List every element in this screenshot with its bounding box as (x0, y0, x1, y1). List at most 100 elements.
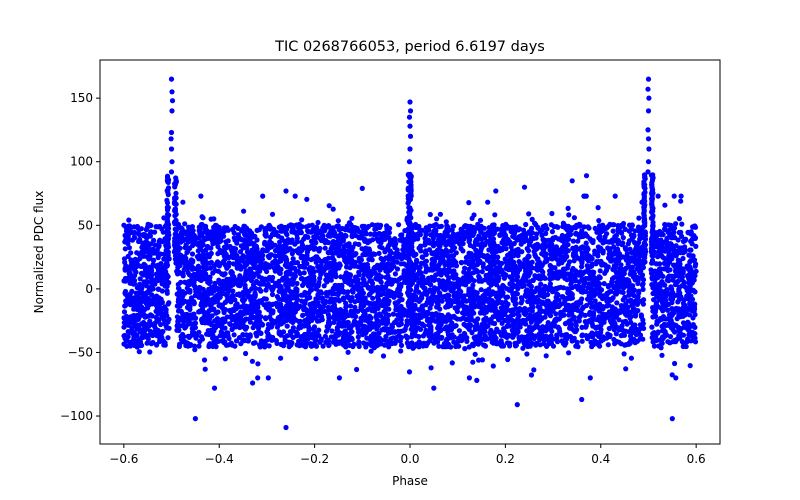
data-point (189, 266, 195, 272)
data-point (623, 301, 629, 307)
data-point (575, 255, 581, 261)
data-point (374, 262, 380, 268)
data-point (543, 353, 549, 359)
data-point (659, 352, 665, 358)
data-point (154, 329, 161, 335)
data-point (441, 234, 447, 240)
data-point (246, 308, 252, 314)
data-point (385, 273, 391, 279)
data-point (296, 343, 302, 349)
data-point (498, 305, 504, 311)
data-point (255, 375, 261, 381)
data-point (263, 296, 269, 302)
data-point (345, 349, 351, 355)
data-point (136, 349, 142, 355)
data-point (534, 294, 540, 300)
data-point (320, 343, 326, 349)
data-point (199, 222, 205, 228)
data-point (224, 314, 230, 320)
data-point (224, 254, 230, 260)
data-point (178, 279, 184, 285)
data-point (693, 243, 699, 249)
data-point (621, 284, 627, 290)
data-point (129, 325, 135, 331)
data-point (346, 294, 352, 300)
data-point (209, 313, 215, 319)
data-point (237, 304, 243, 310)
data-point (147, 349, 153, 355)
data-point (516, 335, 522, 341)
data-point (520, 317, 526, 323)
data-point (205, 328, 211, 334)
data-point (451, 293, 457, 299)
data-point (398, 292, 404, 298)
data-point (372, 308, 378, 314)
data-point (241, 208, 247, 214)
data-point (356, 339, 362, 345)
data-point (157, 223, 163, 230)
data-point (667, 267, 673, 273)
data-point (640, 286, 646, 292)
data-point (376, 250, 382, 256)
data-point (199, 230, 205, 236)
data-point (511, 253, 517, 259)
data-point (357, 259, 363, 265)
data-point (501, 275, 507, 281)
data-point (307, 308, 313, 314)
data-point (394, 266, 401, 272)
data-point (651, 343, 658, 349)
data-point (198, 193, 204, 199)
data-point (359, 307, 365, 313)
data-point (141, 233, 147, 239)
data-point (186, 245, 193, 251)
data-point (272, 247, 279, 254)
data-point (318, 237, 324, 244)
data-point (440, 344, 446, 350)
data-point (394, 317, 400, 323)
data-point (659, 279, 665, 285)
data-point (565, 242, 571, 248)
data-point (571, 250, 577, 256)
data-point (657, 228, 663, 235)
data-point (310, 244, 316, 250)
data-point (650, 339, 656, 345)
data-point (336, 261, 343, 267)
data-point (595, 286, 601, 292)
data-point (398, 232, 404, 238)
data-point (368, 348, 374, 354)
data-point (238, 243, 244, 249)
data-point (137, 256, 143, 262)
data-point (616, 317, 622, 323)
data-point (497, 248, 503, 254)
data-point (304, 196, 310, 202)
data-point (457, 336, 463, 342)
data-point (492, 212, 498, 218)
data-point (323, 272, 329, 278)
data-point (629, 264, 636, 270)
data-point (438, 223, 444, 229)
data-point (290, 325, 296, 331)
data-point (299, 224, 305, 230)
data-point (553, 255, 559, 261)
data-point (628, 319, 634, 325)
data-point (209, 330, 215, 336)
data-point (680, 332, 687, 338)
data-point (175, 318, 181, 325)
data-point (676, 216, 683, 222)
data-point (604, 303, 610, 309)
data-point (389, 323, 395, 329)
data-point (293, 286, 299, 292)
data-point (585, 224, 591, 230)
data-point (296, 325, 302, 331)
data-point (524, 328, 530, 334)
data-point (683, 236, 689, 242)
data-point (217, 302, 223, 308)
data-point (227, 307, 233, 314)
data-point (413, 221, 419, 228)
data-point (631, 336, 637, 342)
data-point (322, 333, 328, 339)
data-point (301, 270, 307, 276)
data-point (587, 332, 594, 338)
data-point (196, 343, 202, 349)
data-point (255, 304, 261, 310)
